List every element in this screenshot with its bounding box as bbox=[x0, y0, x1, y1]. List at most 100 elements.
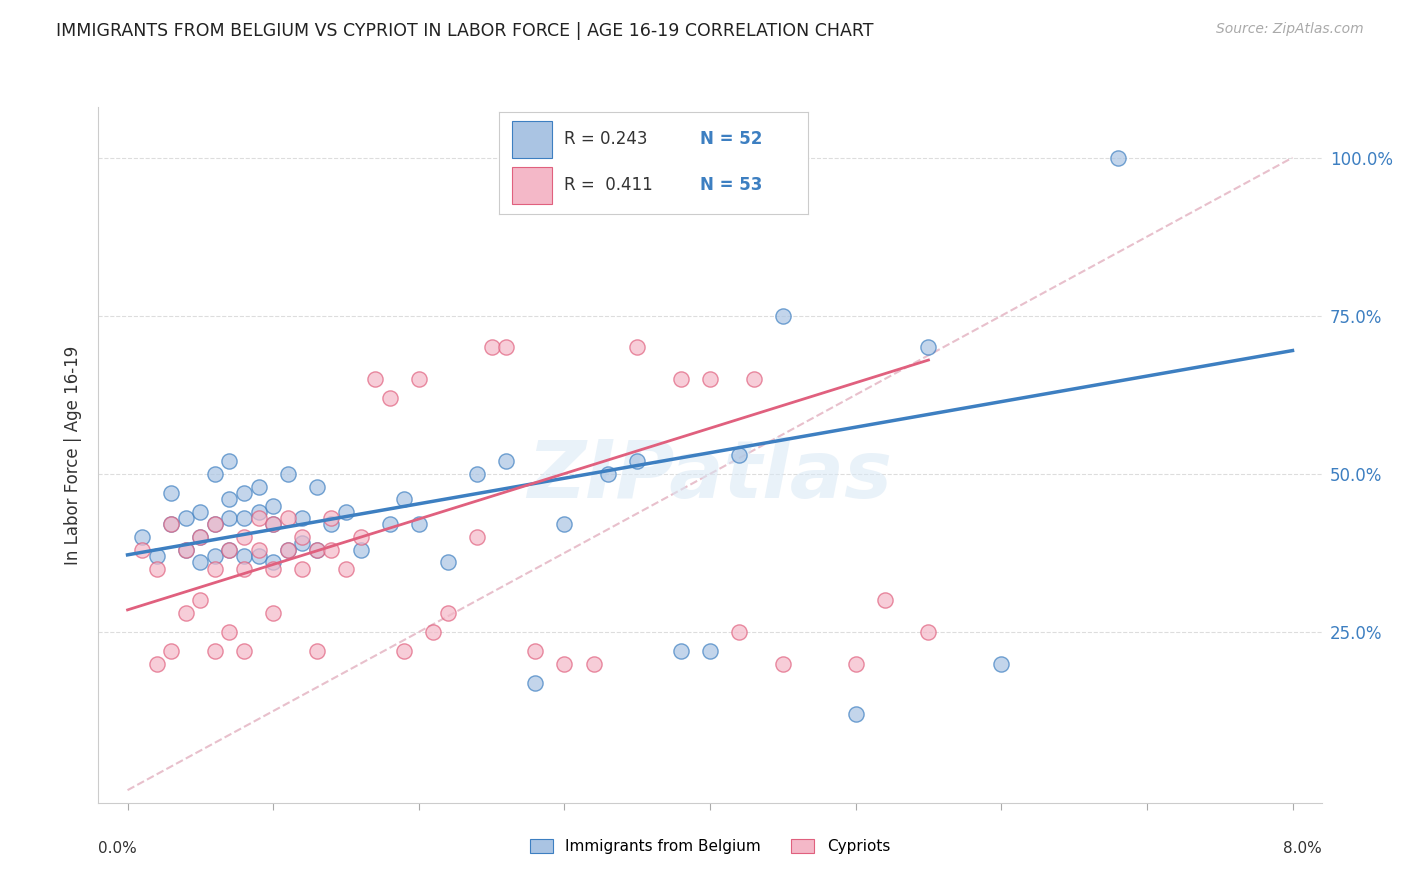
Point bbox=[233, 644, 256, 658]
Point bbox=[699, 644, 721, 658]
Point bbox=[465, 530, 488, 544]
Point bbox=[422, 625, 444, 640]
Point bbox=[131, 542, 153, 557]
Point bbox=[218, 542, 240, 557]
Point bbox=[917, 625, 939, 640]
Point bbox=[233, 511, 256, 525]
Point bbox=[277, 511, 299, 525]
Text: 0.0%: 0.0% bbox=[98, 841, 138, 856]
Point bbox=[218, 492, 240, 507]
Point bbox=[305, 542, 328, 557]
Point bbox=[669, 372, 692, 386]
Point bbox=[321, 511, 343, 525]
Point bbox=[218, 542, 240, 557]
Point bbox=[277, 542, 299, 557]
Text: ZIPatlas: ZIPatlas bbox=[527, 437, 893, 515]
Point bbox=[188, 530, 211, 544]
Point bbox=[247, 549, 270, 563]
Point bbox=[669, 644, 692, 658]
Point bbox=[495, 340, 517, 354]
Point bbox=[262, 517, 284, 532]
Point bbox=[204, 644, 226, 658]
Point bbox=[392, 644, 415, 658]
Point bbox=[145, 657, 167, 671]
Point bbox=[247, 542, 270, 557]
Point bbox=[626, 454, 648, 468]
Point bbox=[233, 549, 256, 563]
Point bbox=[699, 372, 721, 386]
Point bbox=[160, 644, 183, 658]
Point bbox=[174, 542, 197, 557]
Point bbox=[524, 644, 547, 658]
Point bbox=[188, 505, 211, 519]
Point bbox=[349, 530, 371, 544]
Point bbox=[321, 517, 343, 532]
Point bbox=[145, 562, 167, 576]
Point bbox=[262, 517, 284, 532]
Text: 8.0%: 8.0% bbox=[1282, 841, 1322, 856]
Point bbox=[145, 549, 167, 563]
Point bbox=[553, 657, 575, 671]
Point bbox=[845, 707, 868, 722]
Point bbox=[233, 562, 256, 576]
Point bbox=[335, 505, 357, 519]
Point bbox=[233, 530, 256, 544]
Point bbox=[262, 606, 284, 620]
Point bbox=[262, 499, 284, 513]
Point bbox=[349, 542, 371, 557]
FancyBboxPatch shape bbox=[512, 120, 551, 158]
Y-axis label: In Labor Force | Age 16-19: In Labor Force | Age 16-19 bbox=[63, 345, 82, 565]
Point bbox=[188, 593, 211, 607]
Point bbox=[845, 657, 868, 671]
Point bbox=[233, 486, 256, 500]
Point bbox=[160, 517, 183, 532]
FancyBboxPatch shape bbox=[512, 167, 551, 204]
Point bbox=[218, 511, 240, 525]
Point bbox=[305, 479, 328, 493]
Point bbox=[262, 556, 284, 570]
Point bbox=[553, 517, 575, 532]
Point bbox=[188, 530, 211, 544]
Point bbox=[728, 448, 751, 462]
Point bbox=[728, 625, 751, 640]
Point bbox=[481, 340, 503, 354]
Point bbox=[218, 625, 240, 640]
Point bbox=[204, 517, 226, 532]
Text: R =  0.411: R = 0.411 bbox=[564, 177, 652, 194]
Point bbox=[321, 542, 343, 557]
Point bbox=[990, 657, 1012, 671]
Point bbox=[247, 511, 270, 525]
Point bbox=[742, 372, 765, 386]
Point bbox=[364, 372, 387, 386]
Text: Source: ZipAtlas.com: Source: ZipAtlas.com bbox=[1216, 22, 1364, 37]
Point bbox=[596, 467, 619, 481]
Text: R = 0.243: R = 0.243 bbox=[564, 130, 648, 148]
Point bbox=[772, 657, 794, 671]
Point bbox=[247, 505, 270, 519]
Point bbox=[392, 492, 415, 507]
Point bbox=[247, 479, 270, 493]
Point bbox=[277, 542, 299, 557]
Point bbox=[291, 536, 314, 550]
Point bbox=[291, 530, 314, 544]
Point bbox=[378, 517, 401, 532]
Point bbox=[1107, 151, 1129, 165]
Text: N = 53: N = 53 bbox=[700, 177, 762, 194]
Point bbox=[626, 340, 648, 354]
Point bbox=[408, 517, 430, 532]
Point bbox=[437, 556, 460, 570]
Text: IMMIGRANTS FROM BELGIUM VS CYPRIOT IN LABOR FORCE | AGE 16-19 CORRELATION CHART: IMMIGRANTS FROM BELGIUM VS CYPRIOT IN LA… bbox=[56, 22, 873, 40]
Point bbox=[772, 309, 794, 323]
Point bbox=[495, 454, 517, 468]
Point bbox=[160, 517, 183, 532]
Point bbox=[378, 391, 401, 405]
Point bbox=[305, 542, 328, 557]
Point bbox=[465, 467, 488, 481]
Point bbox=[131, 530, 153, 544]
Point bbox=[277, 467, 299, 481]
Point bbox=[873, 593, 896, 607]
Point bbox=[174, 511, 197, 525]
Point bbox=[291, 562, 314, 576]
Point bbox=[582, 657, 605, 671]
Point bbox=[204, 467, 226, 481]
